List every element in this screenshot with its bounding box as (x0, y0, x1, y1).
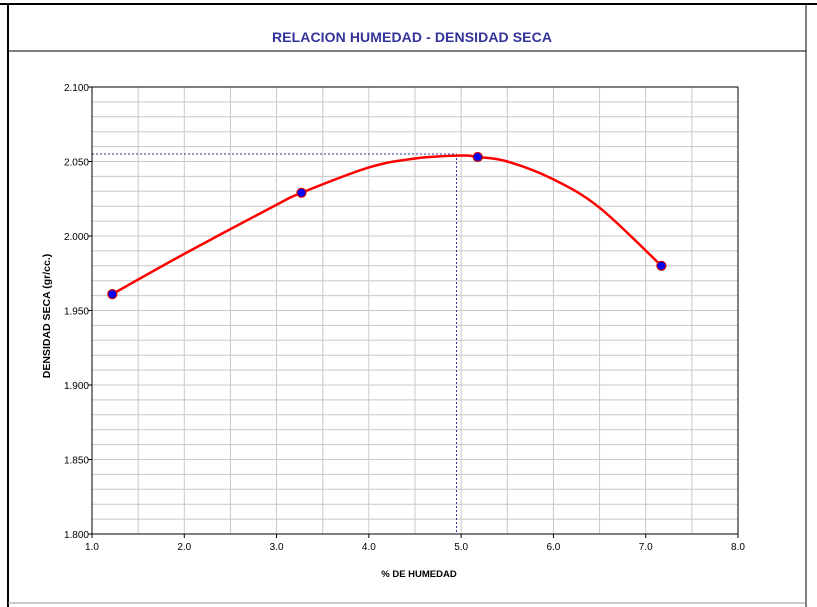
y-tick-label: 2.000 (64, 232, 89, 243)
y-tick-label: 1.900 (64, 381, 89, 392)
data-point (107, 289, 118, 300)
chart-title: RELACION HUMEDAD - DENSIDAD SECA (271, 29, 553, 45)
optimum-guides (92, 153, 458, 534)
fit-curve (111, 154, 663, 296)
x-tick-label: 3.0 (270, 542, 284, 553)
x-tick-label: 6.0 (546, 542, 560, 553)
data-points (107, 151, 667, 300)
x-axis-label: % DE HUMEDAD (381, 569, 457, 580)
grid (91, 86, 739, 535)
y-tick-label: 1.850 (64, 456, 89, 467)
x-tick-label: 8.0 (731, 542, 745, 553)
x-tick-label: 5.0 (454, 542, 468, 553)
data-point (656, 260, 667, 271)
fit-curve-group (111, 154, 663, 296)
axes: 1.0 2.0 3.0 4.0 5.0 6.0 7.0 8.0 2.100 2.050 2.000 1… (64, 83, 745, 553)
y-tick-label: 1.950 (64, 307, 89, 318)
x-tick-label: 4.0 (362, 542, 376, 553)
y-axis-label: DENSIDAD SECA (gr/cc.) (41, 254, 53, 378)
data-point (472, 151, 483, 163)
y-tick-label: 1.800 (64, 530, 89, 541)
x-tick-label: 7.0 (639, 542, 653, 553)
y-tick-label: 2.100 (64, 83, 89, 94)
x-tick-label: 1.0 (85, 542, 99, 553)
y-tick-label: 2.050 (64, 158, 89, 169)
data-point (296, 187, 307, 198)
x-tick-label: 2.0 (177, 542, 191, 553)
